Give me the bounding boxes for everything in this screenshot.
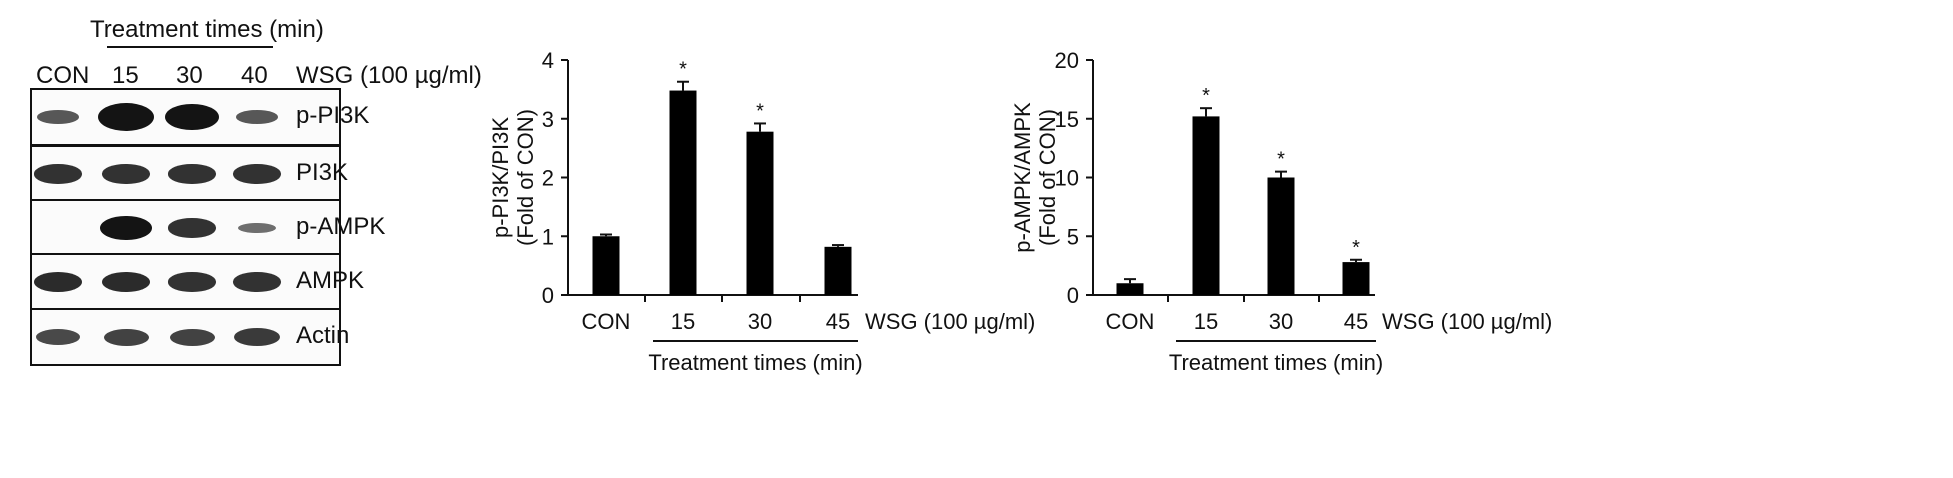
blot-band: [169, 328, 215, 346]
blot-strip-actin: [30, 308, 341, 366]
y-axis-label-line: (Fold of CON): [513, 109, 538, 246]
lane-label: 15: [112, 62, 139, 89]
blot-band: [102, 164, 150, 184]
blot-band: [103, 328, 149, 346]
blot-band: [164, 103, 220, 131]
y-tick-label: 3: [542, 107, 554, 132]
significance-mark: *: [1352, 237, 1360, 259]
y-tick-label: 4: [542, 48, 554, 73]
blot-row-label: AMPK: [296, 267, 365, 294]
y-tick-label: 5: [1067, 224, 1079, 249]
y-axis-label-line: p-PI3K/PI3K: [488, 117, 513, 238]
blot-band: [34, 164, 82, 184]
blot-row-label: Actin: [296, 322, 350, 349]
lane-label: 30: [176, 62, 203, 89]
y-axis-label-line: (Fold of CON): [1035, 109, 1060, 246]
blot-band: [233, 164, 281, 184]
blot-band: [101, 271, 151, 293]
blot-band: [37, 110, 79, 124]
y-axis-label: p-AMPK/AMPK(Fold of CON): [1010, 102, 1060, 253]
x-tick-label: CON: [1106, 309, 1155, 334]
x-tick-label: CON: [582, 309, 631, 334]
chart-p-pi3k: 0 1 2 3 4 CON * 15 * 30 45 WSG (100 µg/ml)Treatment…: [488, 48, 1035, 375]
y-axis-label: p-PI3K/PI3K(Fold of CON): [488, 109, 538, 246]
bar: [1116, 283, 1144, 295]
blot-band: [98, 103, 154, 131]
blot-header-line: [107, 46, 273, 48]
x-tick-label: 15: [1194, 309, 1218, 334]
blot-row-label: p-AMPK: [296, 213, 386, 240]
y-tick-label: 20: [1055, 48, 1079, 73]
x-tick-label: 45: [826, 309, 850, 334]
significance-mark: *: [1202, 85, 1210, 107]
x-tick-label: 15: [671, 309, 695, 334]
y-tick-label: 1: [542, 224, 554, 249]
y-tick-label: 0: [1067, 283, 1079, 308]
x-tick-label: 30: [1269, 309, 1293, 334]
x-axis-label: Treatment times (min): [648, 350, 862, 375]
y-tick-label: 0: [542, 283, 554, 308]
treatment-label: WSG (100 µg/ml): [1382, 309, 1552, 334]
blot-band: [236, 110, 278, 124]
significance-mark: *: [756, 100, 764, 122]
bar: [1267, 177, 1295, 295]
blot-strip-ampk: [30, 253, 341, 311]
y-tick-label: 15: [1055, 107, 1079, 132]
lane-label: CON: [36, 62, 90, 89]
chart-p-ampk: 0 5 10 15 20 CON * 15 * 30 * 45 WSG (100 µg/ml) Treat…: [1010, 48, 1552, 375]
y-axis-label-line: p-AMPK/AMPK: [1010, 102, 1035, 253]
treatment-label: WSG (100 µg/ml): [865, 309, 1035, 334]
blot-treatment-header: Treatment times (min): [90, 16, 324, 43]
blot-band: [237, 222, 277, 234]
blot-row-label: p-PI3K: [296, 102, 370, 129]
bar: [746, 131, 774, 295]
x-axis-label: Treatment times (min): [1169, 350, 1383, 375]
y-tick-label: 10: [1055, 166, 1079, 191]
blot-band: [233, 272, 281, 292]
blot-band: [33, 271, 83, 293]
bar: [1342, 262, 1370, 295]
blot-row-label: PI3K: [296, 159, 349, 186]
bar: [669, 90, 697, 295]
x-tick-label: 45: [1344, 309, 1368, 334]
significance-mark: *: [679, 59, 687, 81]
lane-label: 40: [241, 62, 268, 89]
blot-band: [36, 329, 80, 345]
bar: [1192, 116, 1220, 296]
blot-strip-p-pi3k: [30, 88, 341, 146]
bar: [824, 246, 852, 295]
y-tick-label: 2: [542, 166, 554, 191]
x-tick-label: 30: [748, 309, 772, 334]
significance-mark: *: [1277, 149, 1285, 171]
blot-treatment-label: WSG (100 µg/ml): [296, 62, 482, 89]
blot-band: [233, 327, 281, 347]
blot-strip-p-ampk: [30, 199, 341, 257]
blot-band: [99, 215, 153, 241]
bar: [592, 236, 620, 295]
blot-band: [168, 164, 216, 184]
blot-band: [168, 218, 216, 238]
blot-band: [168, 272, 216, 292]
